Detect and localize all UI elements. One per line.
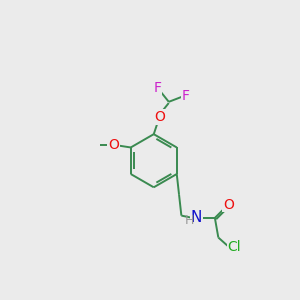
Text: O: O [154, 110, 165, 124]
Text: F: F [182, 89, 190, 103]
Text: O: O [223, 197, 234, 212]
Text: F: F [153, 81, 161, 95]
Text: O: O [108, 138, 119, 152]
Text: Cl: Cl [228, 240, 241, 254]
Text: H: H [185, 214, 194, 227]
Text: N: N [191, 210, 202, 225]
